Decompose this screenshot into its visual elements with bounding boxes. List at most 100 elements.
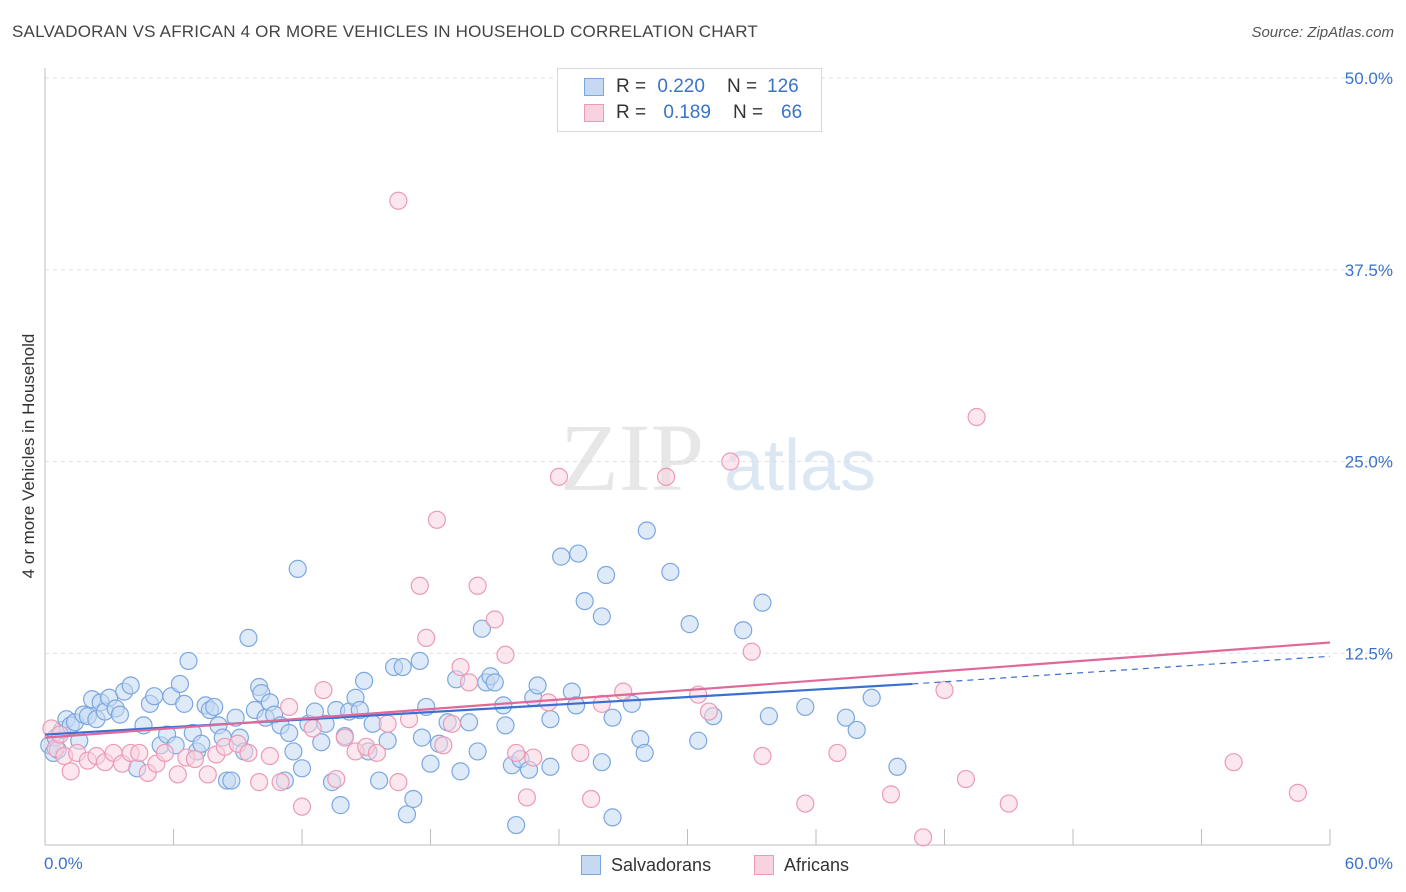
- point-africans: [967, 407, 986, 427]
- point-africans: [239, 743, 258, 763]
- point-africans: [913, 828, 933, 847]
- legend-r-label: R =: [616, 102, 647, 123]
- point-africans: [999, 794, 1018, 813]
- legend-row-africans: R = 0.189 N = 66: [584, 100, 802, 126]
- point-salvadorans: [689, 731, 708, 750]
- point-africans: [468, 576, 487, 595]
- point-africans: [327, 769, 346, 789]
- watermark-atlas: atlas: [724, 426, 876, 506]
- point-salvadorans: [239, 628, 258, 648]
- point-salvadorans: [569, 544, 588, 563]
- point-salvadorans: [603, 808, 622, 827]
- point-salvadorans: [796, 697, 815, 717]
- point-africans: [335, 728, 354, 747]
- point-salvadorans: [288, 559, 307, 578]
- point-salvadorans: [280, 723, 299, 743]
- point-salvadorans: [145, 687, 164, 706]
- point-africans: [451, 657, 470, 677]
- point-africans: [442, 714, 462, 733]
- point-salvadorans: [410, 651, 429, 671]
- point-salvadorans: [284, 742, 303, 761]
- axes: [44, 68, 1331, 846]
- point-salvadorans: [170, 674, 190, 694]
- point-salvadorans: [862, 688, 881, 707]
- point-salvadorans: [472, 619, 491, 638]
- legend-n-label: N =: [732, 102, 764, 123]
- point-africans: [198, 765, 217, 784]
- legend-r-label: R =: [616, 76, 647, 97]
- legend-n-value: 126: [767, 76, 799, 97]
- point-africans: [828, 743, 847, 763]
- point-salvadorans: [552, 547, 571, 566]
- point-salvadorans: [541, 757, 560, 776]
- point-africans: [260, 746, 279, 766]
- point-salvadorans: [451, 762, 470, 781]
- point-africans: [1224, 753, 1243, 772]
- point-salvadorans: [567, 696, 586, 715]
- point-africans: [524, 748, 543, 767]
- point-salvadorans: [412, 728, 432, 747]
- point-africans: [507, 743, 526, 763]
- trend-lines: [44, 641, 1331, 739]
- point-africans: [614, 682, 633, 701]
- legend-item-africans: Africans: [754, 852, 849, 878]
- point-africans: [250, 773, 269, 792]
- trend-line-salvadorans-extension: [912, 655, 1331, 685]
- point-africans: [935, 680, 954, 700]
- point-africans: [303, 719, 322, 738]
- legend-swatch: [754, 855, 774, 875]
- y-axis-label: 4 or more Vehicles in Household: [19, 334, 38, 579]
- point-salvadorans: [292, 759, 312, 778]
- legend-item-salvadorans: Salvadorans: [581, 852, 711, 878]
- point-africans: [571, 743, 590, 763]
- point-africans: [417, 628, 436, 648]
- point-salvadorans: [370, 771, 389, 790]
- point-africans: [292, 797, 312, 816]
- legend-n-label: N =: [726, 76, 758, 97]
- point-salvadorans: [397, 805, 417, 824]
- point-salvadorans: [575, 591, 594, 611]
- point-salvadorans: [734, 621, 753, 640]
- point-salvadorans: [485, 673, 504, 692]
- point-africans: [956, 769, 976, 789]
- point-africans: [721, 452, 740, 471]
- point-africans: [155, 743, 175, 763]
- point-africans: [1288, 783, 1307, 802]
- point-africans: [389, 191, 408, 210]
- gridlines: [45, 77, 1392, 654]
- point-africans: [61, 762, 80, 781]
- y-tick-label: 37.5%: [1345, 261, 1393, 280]
- point-africans: [742, 642, 761, 661]
- point-salvadorans: [759, 707, 778, 726]
- point-africans: [485, 610, 504, 629]
- point-africans: [517, 788, 536, 807]
- point-africans: [434, 736, 453, 755]
- legend-n-value: 66: [781, 102, 803, 123]
- y-tick-label: 12.5%: [1345, 644, 1393, 663]
- tick-labels: 12.5% 25.0% 37.5% 50.0% 0.0% 60.0%: [44, 69, 1393, 873]
- point-africans: [753, 746, 772, 766]
- point-salvadorans: [494, 696, 513, 715]
- legend-r-value: 0.220: [657, 76, 705, 97]
- point-salvadorans: [205, 697, 224, 717]
- point-africans: [881, 785, 901, 804]
- point-africans: [168, 765, 187, 784]
- point-africans: [796, 794, 815, 813]
- point-salvadorans: [421, 754, 440, 773]
- point-africans: [280, 697, 299, 717]
- point-salvadorans: [592, 753, 611, 772]
- point-salvadorans: [459, 713, 479, 732]
- point-salvadorans: [496, 716, 515, 735]
- legend-r-value: 0.189: [663, 102, 711, 123]
- watermark-zip: ZIP: [560, 404, 704, 511]
- point-salvadorans: [592, 607, 611, 626]
- point-salvadorans: [603, 708, 622, 727]
- point-salvadorans: [312, 733, 331, 752]
- legend-label: Africans: [784, 854, 850, 875]
- legend-swatch-africans: [584, 104, 604, 122]
- y-tick-label: 25.0%: [1345, 453, 1393, 472]
- point-salvadorans: [226, 708, 245, 727]
- data-points: [40, 191, 1307, 847]
- point-salvadorans: [680, 615, 699, 634]
